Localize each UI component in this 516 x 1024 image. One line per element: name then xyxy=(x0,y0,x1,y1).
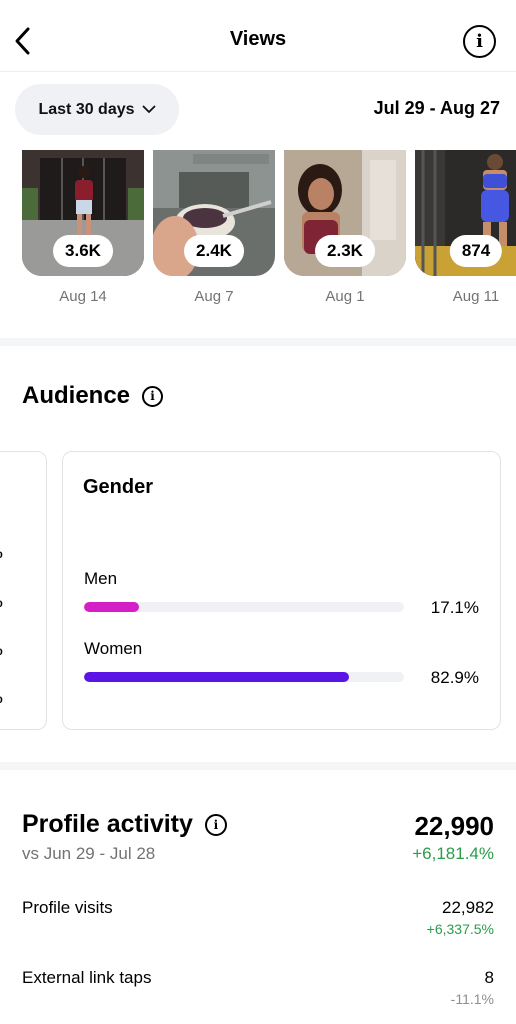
comparison-period: vs Jun 29 - Jul 28 xyxy=(22,844,156,863)
chevron-down-icon xyxy=(142,105,155,113)
profile-activity-change: +6,181.4% xyxy=(412,844,494,863)
audience-value: 8% xyxy=(0,594,3,611)
audience-card-partial[interactable]: 7% 8% 7% 2% xyxy=(0,451,47,730)
profile-activity-heading: Profile activity i xyxy=(22,810,227,839)
section-divider xyxy=(0,762,516,770)
view-count-badge: 2.4K xyxy=(184,235,244,267)
date-range-text: Jul 29 - Aug 27 xyxy=(373,98,500,118)
audience-title: Audience xyxy=(22,382,131,409)
gender-bar-fill-women xyxy=(84,672,350,682)
view-count-badge: 2.3K xyxy=(315,235,375,267)
profile-activity-total: 22,990 xyxy=(414,811,494,841)
top-bar: Views i xyxy=(0,0,516,72)
thumbnail-image xyxy=(22,150,144,276)
profile-visits-label: Profile visits xyxy=(22,898,113,917)
audience-value: 7% xyxy=(0,545,3,562)
section-divider xyxy=(0,338,516,346)
content-thumbnail[interactable]: 874 xyxy=(415,150,516,276)
content-thumbnail[interactable]: 3.6K xyxy=(22,150,144,276)
audience-heading: Audience i xyxy=(22,382,164,410)
thumbnail-date: Aug 11 xyxy=(452,288,500,305)
external-link-taps-value: 8 xyxy=(484,968,494,987)
page-title: Views xyxy=(229,28,287,50)
gender-value-women: 82.9% xyxy=(430,668,479,687)
info-icon[interactable]: i xyxy=(204,813,227,836)
gender-label-women: Women xyxy=(84,639,143,658)
top-content-carousel[interactable]: 3.6K 2.4K 2.3K xyxy=(0,150,516,320)
gender-label-men: Men xyxy=(84,569,118,588)
thumbnail-date: Aug 14 xyxy=(59,288,107,305)
content-thumbnail[interactable]: 2.4K xyxy=(153,150,275,276)
thumbnail-date: Aug 1 xyxy=(325,288,365,305)
audience-value: 7% xyxy=(0,642,3,659)
date-range-dropdown[interactable]: Last 30 days xyxy=(15,84,179,135)
back-button[interactable] xyxy=(8,24,36,58)
gender-bar-women xyxy=(84,672,404,682)
profile-activity-title: Profile activity xyxy=(22,810,193,838)
info-icon[interactable]: i xyxy=(142,385,164,407)
info-icon[interactable]: i xyxy=(463,25,496,58)
chevron-left-icon xyxy=(15,27,30,55)
profile-visits-value: 22,982 xyxy=(442,898,494,917)
content-thumbnail[interactable]: 2.3K xyxy=(284,150,406,276)
gender-value-men: 17.1% xyxy=(430,598,479,617)
thumbnail-date: Aug 7 xyxy=(194,288,234,305)
external-link-taps-change: -11.1% xyxy=(450,991,494,1007)
gender-bar-men xyxy=(84,602,404,612)
date-range-dropdown-label: Last 30 days xyxy=(38,100,135,118)
profile-visits-change: +6,337.5% xyxy=(426,921,494,937)
gender-card[interactable]: Gender Men 17.1% Women 82.9% xyxy=(62,451,501,730)
view-count-badge: 3.6K xyxy=(53,235,113,267)
gender-card-title: Gender xyxy=(83,476,154,498)
audience-value: 2% xyxy=(0,690,3,707)
gender-bar-fill-men xyxy=(84,602,139,612)
external-link-taps-label: External link taps xyxy=(22,968,152,987)
view-count-badge: 874 xyxy=(449,235,503,267)
